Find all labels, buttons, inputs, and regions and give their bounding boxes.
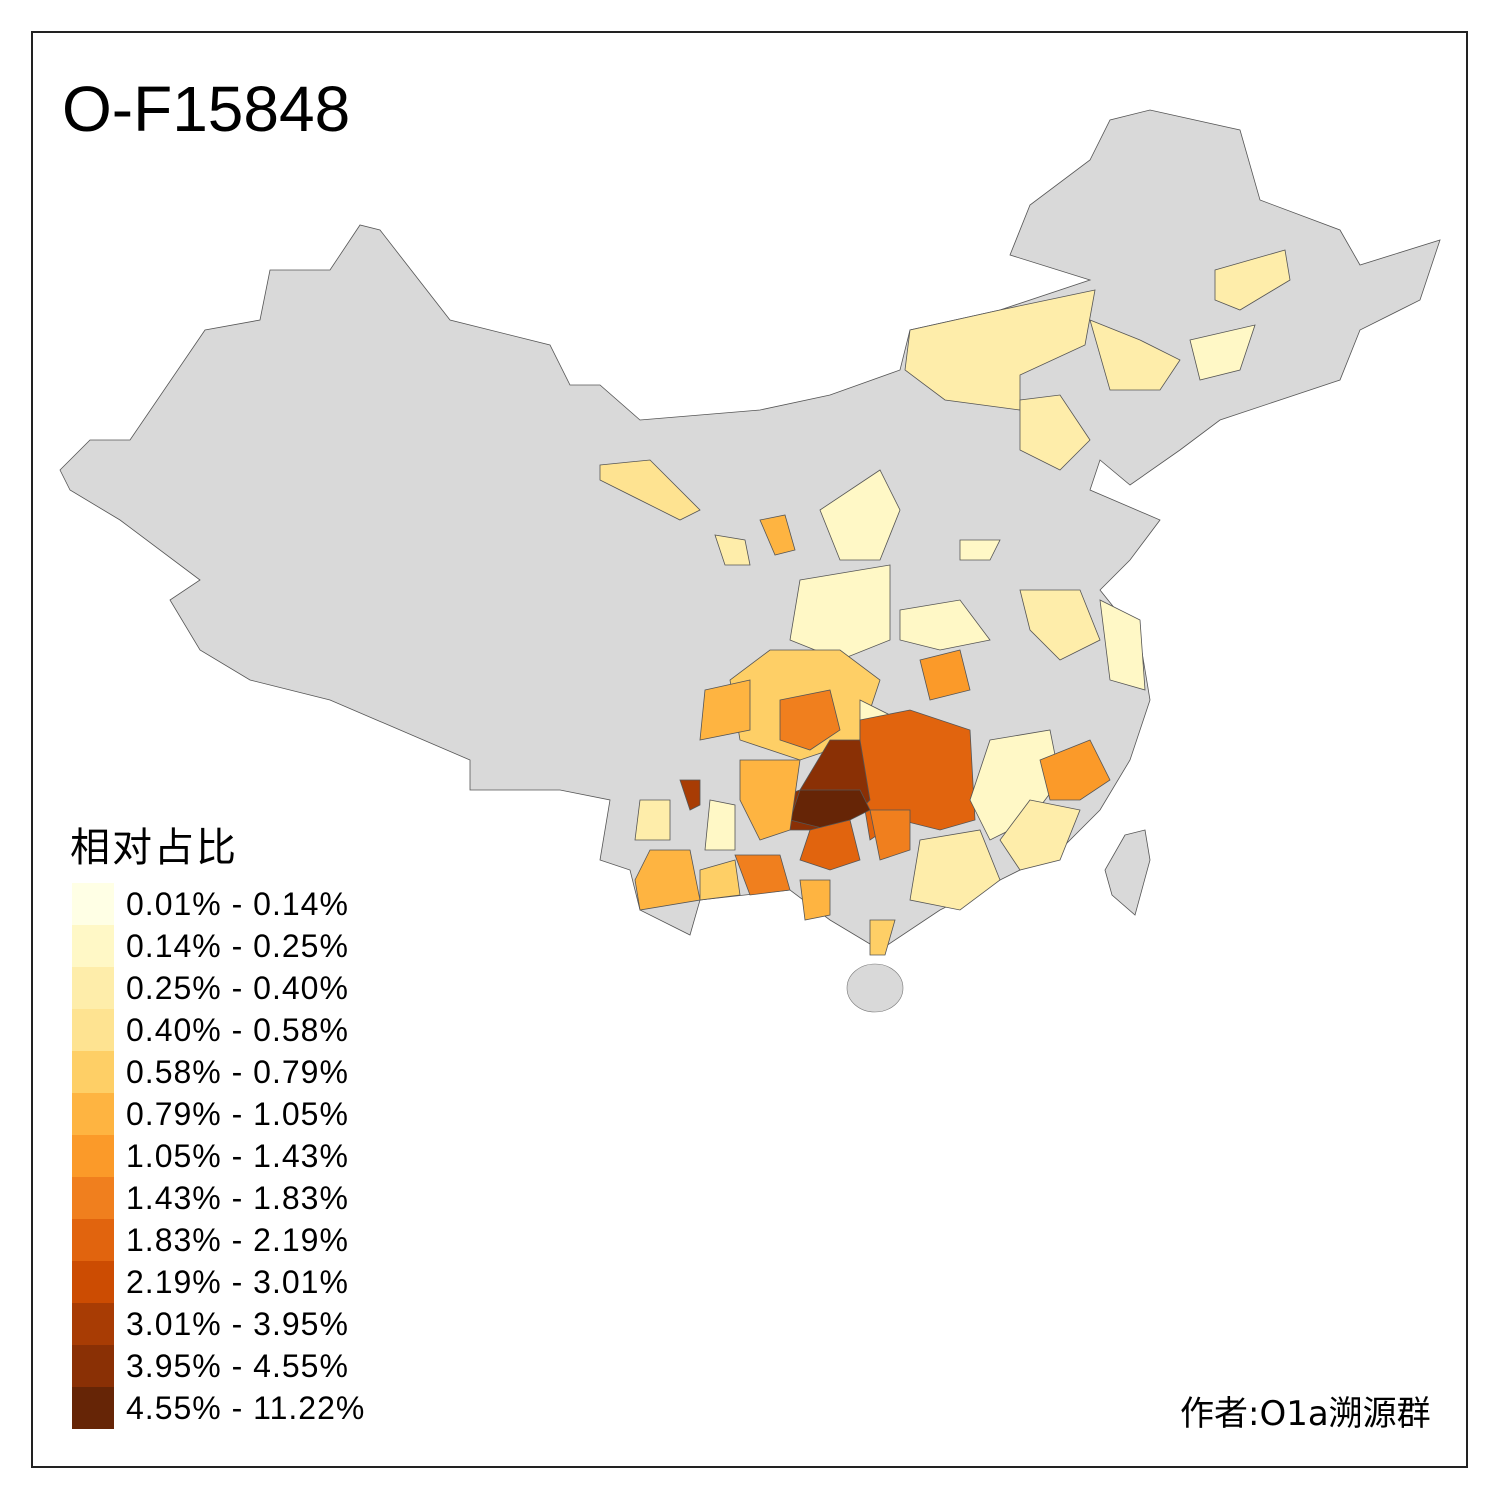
legend-item: 1.05% - 1.43% <box>72 1135 365 1177</box>
map-title: O-F15848 <box>62 73 351 145</box>
legend-label: 4.55% - 11.22% <box>126 1389 366 1426</box>
prefecture-region <box>699 859 741 901</box>
prefecture-region <box>714 534 751 566</box>
prefecture-region <box>734 854 791 896</box>
prefecture-region <box>799 879 831 921</box>
prefecture-region <box>799 819 861 871</box>
legend-item: 1.43% - 1.83% <box>72 1177 365 1219</box>
prefecture-region <box>1189 324 1256 381</box>
legend-swatch <box>72 1261 114 1303</box>
prefecture-region <box>1214 249 1291 311</box>
legend-swatch <box>72 883 114 925</box>
legend-item: 4.55% - 11.22% <box>72 1387 365 1429</box>
legend-title: 相对占比 <box>70 825 238 871</box>
legend-label: 0.58% - 0.79% <box>126 1053 349 1090</box>
legend-label: 0.79% - 1.05% <box>126 1095 349 1132</box>
legend-swatch <box>72 1219 114 1261</box>
prefecture-region <box>959 539 1001 561</box>
china-outline <box>59 109 1441 951</box>
legend-item: 0.79% - 1.05% <box>72 1093 365 1135</box>
prefecture-region <box>634 799 671 841</box>
prefecture-region <box>779 689 841 751</box>
legend-swatch <box>72 1303 114 1345</box>
legend-item: 1.83% - 2.19% <box>72 1219 365 1261</box>
prefecture-region <box>869 809 911 861</box>
map-frame <box>31 31 1468 1468</box>
legend-swatch <box>72 1387 114 1429</box>
legend-label: 1.05% - 1.43% <box>126 1137 349 1174</box>
legend-swatch <box>72 1051 114 1093</box>
legend-label: 0.14% - 0.25% <box>126 927 349 964</box>
legend-item: 0.40% - 0.58% <box>72 1009 365 1051</box>
legend-label: 2.19% - 3.01% <box>126 1263 349 1300</box>
legend-label: 3.01% - 3.95% <box>126 1305 349 1342</box>
taiwan-island <box>1104 829 1151 916</box>
legend-label: 0.40% - 0.58% <box>126 1011 349 1048</box>
legend-item: 0.58% - 0.79% <box>72 1051 365 1093</box>
legend-item: 0.01% - 0.14% <box>72 883 365 925</box>
prefecture-region <box>1089 319 1181 391</box>
legend-item: 2.19% - 3.01% <box>72 1261 365 1303</box>
prefecture-region <box>1099 599 1146 691</box>
prefecture-region <box>1019 589 1101 661</box>
prefecture-region <box>1039 739 1111 801</box>
prefecture-region <box>999 799 1081 871</box>
prefecture-region <box>679 779 701 811</box>
legend-label: 1.83% - 2.19% <box>126 1221 349 1258</box>
legend-label: 0.01% - 0.14% <box>126 885 349 922</box>
prefecture-region <box>759 514 796 556</box>
legend-swatch <box>72 1009 114 1051</box>
prefecture-region <box>869 919 896 956</box>
prefecture-region <box>1019 394 1091 471</box>
prefecture-region <box>634 849 701 911</box>
prefecture-region <box>704 799 736 851</box>
prefecture-region <box>599 459 701 521</box>
legend-item: 3.01% - 3.95% <box>72 1303 365 1345</box>
prefecture-region <box>699 679 751 741</box>
prefecture-region <box>819 469 901 561</box>
legend-label: 1.43% - 1.83% <box>126 1179 349 1216</box>
legend-swatch <box>72 1345 114 1387</box>
hainan-island <box>846 963 904 1013</box>
prefecture-region <box>904 289 1096 411</box>
author-credit: 作者:O1a溯源群 <box>1180 1394 1431 1434</box>
prefecture-region <box>899 599 991 651</box>
legend-swatch <box>72 1093 114 1135</box>
legend-item: 0.14% - 0.25% <box>72 925 365 967</box>
legend-swatch <box>72 1135 114 1177</box>
prefecture-region <box>789 564 891 661</box>
prefecture-region <box>909 829 1001 911</box>
legend: 0.01% - 0.14% 0.14% - 0.25% 0.25% - 0.40% 0… <box>72 883 365 1429</box>
legend-label: 3.95% - 4.55% <box>126 1347 349 1384</box>
legend-label: 0.25% - 0.40% <box>126 969 349 1006</box>
prefecture-region <box>919 649 971 701</box>
prefecture-region <box>739 759 801 841</box>
legend-swatch <box>72 967 114 1009</box>
legend-swatch <box>72 925 114 967</box>
legend-item: 0.25% - 0.40% <box>72 967 365 1009</box>
legend-swatch <box>72 1177 114 1219</box>
legend-item: 3.95% - 4.55% <box>72 1345 365 1387</box>
